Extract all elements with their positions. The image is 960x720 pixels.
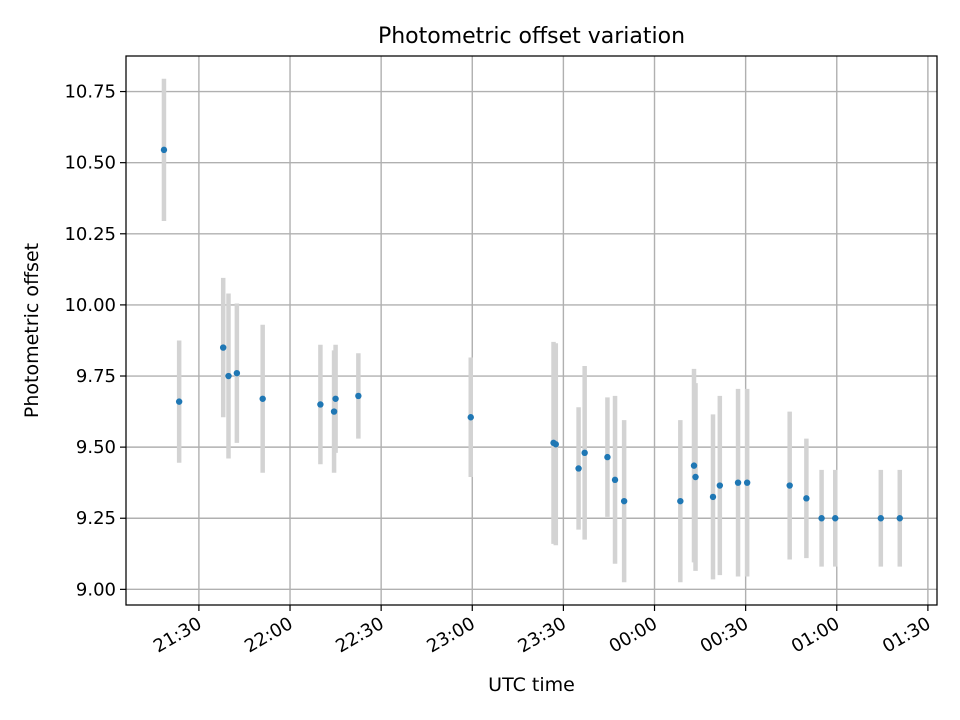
data-point: [818, 515, 825, 522]
data-point: [709, 493, 717, 501]
data-point: [355, 392, 362, 400]
y-axis-label: Photometric offset: [21, 243, 43, 418]
x-axis-label: UTC time: [488, 674, 575, 696]
data-point: [552, 441, 559, 448]
data-point: [330, 408, 338, 415]
data-point: [575, 465, 582, 472]
y-tick-label: 10.25: [64, 224, 116, 245]
y-tick-label: 10.00: [64, 295, 116, 316]
data-point: [332, 395, 339, 402]
y-tick-label: 10.50: [64, 153, 116, 174]
data-point: [225, 372, 232, 380]
y-tick-label: 9.50: [76, 437, 116, 458]
data-point: [896, 515, 903, 522]
data-point: [877, 515, 885, 522]
y-tick-label: 9.75: [76, 366, 116, 387]
data-point: [604, 453, 611, 461]
data-points: [160, 146, 903, 522]
data-point: [317, 401, 324, 408]
data-point: [219, 344, 227, 351]
data-point: [581, 449, 588, 457]
data-point: [734, 479, 742, 486]
y-axis-ticks: 9.00 9.25 9.50 9.75 10.00 10.25 10.50 10.75: [64, 82, 126, 600]
data-point: [803, 495, 810, 502]
y-tick-label: 10.75: [64, 82, 116, 103]
chart-title: Photometric offset variation: [378, 24, 685, 49]
data-point: [233, 369, 241, 377]
data-point: [743, 479, 751, 486]
data-point: [467, 414, 474, 421]
plot-frame: [125, 55, 938, 606]
data-point: [259, 395, 266, 402]
y-tick-label: 9.25: [76, 508, 116, 529]
data-point: [692, 473, 699, 481]
data-point: [160, 146, 168, 154]
data-point: [786, 482, 793, 489]
y-tick-label: 9.00: [76, 579, 116, 600]
data-point: [832, 515, 839, 522]
data-point: [690, 462, 698, 469]
data-point: [677, 497, 684, 505]
data-point: [611, 476, 619, 484]
data-point: [716, 482, 724, 489]
data-point: [620, 497, 628, 505]
data-point: [175, 398, 183, 405]
